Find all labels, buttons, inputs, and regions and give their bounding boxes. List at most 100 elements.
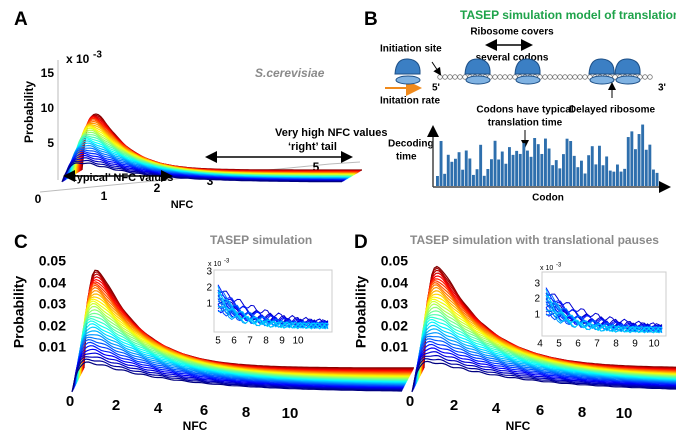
codon bbox=[547, 74, 553, 80]
tick-label: 0.04 bbox=[39, 275, 66, 291]
decoding-bar bbox=[601, 165, 605, 186]
exponent: -3 bbox=[93, 50, 102, 61]
curve bbox=[75, 326, 407, 385]
codon bbox=[437, 74, 443, 80]
decoding-bar bbox=[436, 176, 439, 186]
codon bbox=[552, 74, 558, 80]
curve bbox=[415, 321, 676, 384]
curve bbox=[411, 358, 676, 392]
decoding-bar bbox=[454, 158, 457, 186]
codon bbox=[442, 74, 448, 80]
five-prime: 5' bbox=[432, 83, 440, 94]
tick-label: 0.03 bbox=[39, 296, 66, 312]
typical-time: Codons have typical bbox=[476, 105, 573, 116]
decoding-bar bbox=[544, 138, 547, 186]
decoding-bar bbox=[630, 131, 634, 186]
decoding-bar bbox=[562, 154, 565, 186]
codon bbox=[492, 74, 498, 80]
decoding-bar bbox=[536, 144, 540, 186]
decoding-bar bbox=[464, 150, 468, 186]
exponent: -3 bbox=[556, 263, 562, 269]
codon bbox=[507, 74, 513, 80]
panel-label: B bbox=[364, 9, 378, 30]
codon bbox=[582, 74, 588, 80]
decoding-bar bbox=[652, 169, 655, 186]
curve bbox=[77, 305, 409, 379]
decoding-bar bbox=[655, 172, 659, 186]
annotation: ‘right’ tail bbox=[288, 141, 337, 153]
tick-label: 0 bbox=[66, 393, 74, 410]
curve bbox=[61, 162, 342, 183]
arrow bbox=[431, 61, 442, 76]
decoding-bar bbox=[634, 149, 637, 186]
decoding-bar bbox=[576, 167, 580, 186]
tick-label: 5 bbox=[556, 339, 562, 350]
curve bbox=[75, 330, 406, 385]
decoding-bar bbox=[515, 150, 519, 186]
codon bbox=[497, 74, 503, 80]
title: TASEP simulation bbox=[210, 233, 312, 247]
decoding-bar bbox=[497, 159, 501, 186]
decoding-bar bbox=[641, 124, 645, 186]
tick-label: 8 bbox=[242, 404, 250, 421]
annotation: Very high NFC values bbox=[275, 127, 387, 139]
tick-label: 0 bbox=[406, 393, 414, 410]
x-label: Codon bbox=[532, 193, 564, 204]
curve bbox=[73, 338, 405, 387]
curve bbox=[72, 348, 404, 390]
panel-label: C bbox=[14, 232, 28, 253]
curve bbox=[73, 341, 405, 388]
panel-c: C TASEP simulation Probability NFC x 10 … bbox=[11, 232, 414, 433]
exponent-base: x 10 bbox=[208, 261, 221, 268]
codon bbox=[572, 74, 578, 80]
decoding-bar bbox=[479, 144, 483, 186]
tick-label: 0.02 bbox=[381, 318, 408, 334]
decoding-bar bbox=[608, 170, 612, 186]
tick-label: 10 bbox=[616, 405, 633, 422]
ribosome-covers: several codons bbox=[476, 53, 549, 64]
decoding-bar bbox=[554, 160, 558, 186]
tick-label: 0 bbox=[35, 192, 42, 206]
initiation-site: Initiation site bbox=[380, 44, 442, 55]
decoding-bar bbox=[526, 150, 529, 186]
ribosome-covers: Ribosome covers bbox=[470, 27, 554, 38]
tick-label: 0.04 bbox=[381, 275, 408, 291]
decoding-bar bbox=[446, 154, 450, 186]
decoding-bar bbox=[623, 168, 627, 186]
decoding-bar bbox=[644, 149, 648, 186]
tick-label: 2 bbox=[534, 294, 540, 305]
x-label: NFC bbox=[171, 199, 194, 211]
tick-label: 9 bbox=[632, 339, 638, 350]
exponent-base: x 10 bbox=[66, 52, 90, 66]
decoding-bar bbox=[594, 164, 598, 186]
ribosome bbox=[588, 58, 615, 75]
tick-label: 0.02 bbox=[39, 318, 66, 334]
curve bbox=[413, 343, 676, 389]
curve bbox=[415, 328, 676, 385]
curve bbox=[75, 323, 407, 384]
decoding-time: Decoding bbox=[388, 139, 434, 150]
tick-label: 0.05 bbox=[381, 253, 408, 269]
codon bbox=[542, 74, 548, 80]
decoding-bar bbox=[522, 143, 526, 186]
decoding-bar bbox=[605, 156, 609, 186]
x-label: NFC bbox=[183, 419, 208, 433]
inset-curve bbox=[545, 294, 663, 334]
decoding-bar bbox=[565, 138, 569, 186]
panel-label: A bbox=[14, 9, 28, 30]
codon bbox=[567, 74, 573, 80]
panel-label: D bbox=[354, 232, 368, 253]
decoding-bar bbox=[547, 148, 551, 186]
ribosome bbox=[614, 58, 641, 75]
decoding-bar bbox=[616, 164, 619, 186]
exponent: -3 bbox=[224, 259, 230, 265]
ribosome bbox=[465, 75, 491, 85]
title: TASEP simulation model of translation bbox=[460, 8, 676, 22]
curve bbox=[417, 303, 676, 379]
curve bbox=[413, 338, 676, 387]
tick-label: 2 bbox=[154, 181, 161, 195]
panel-b: B TASEP simulation model of translation … bbox=[364, 8, 676, 203]
decoding-bar bbox=[529, 156, 533, 186]
ribosome bbox=[589, 75, 615, 85]
